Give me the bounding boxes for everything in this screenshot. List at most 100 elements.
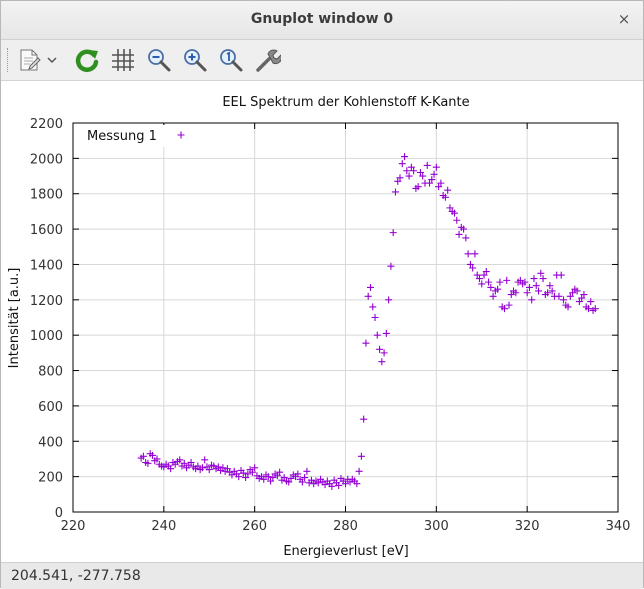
y-tick-label: 2200	[30, 117, 63, 132]
data-point	[219, 464, 227, 472]
data-point	[223, 465, 231, 473]
data-point	[539, 275, 547, 283]
plot-area[interactable]: 220 240 260 280 300 320 340 0 200 400 600 800 1000 12…	[1, 81, 643, 561]
data-point	[584, 305, 592, 313]
data-point	[530, 275, 538, 283]
y-tick-label: 1200	[30, 294, 63, 309]
data-point	[441, 193, 449, 201]
legend-marker-symbol	[177, 131, 185, 139]
legend-label: Messung 1	[87, 129, 157, 144]
data-point	[401, 153, 409, 161]
data-point	[460, 225, 468, 233]
y-tick-label: 1400	[30, 258, 63, 273]
y-tick-label: 1800	[30, 188, 63, 203]
y-tick-label: 200	[38, 471, 63, 486]
x-tick-label: 240	[151, 519, 176, 534]
data-point	[500, 305, 508, 313]
data-point	[342, 480, 349, 488]
data-point	[366, 283, 374, 291]
close-button[interactable]: ×	[617, 10, 631, 28]
data-point	[478, 280, 486, 288]
x-tick-label: 260	[242, 519, 267, 534]
data-point	[473, 271, 481, 279]
toolbar-grip[interactable]	[7, 48, 11, 72]
x-tick-label: 300	[424, 519, 449, 534]
data-point	[451, 209, 458, 217]
x-tick-label: 340	[606, 519, 631, 534]
data-point	[321, 481, 329, 489]
grid-lines	[73, 123, 618, 512]
data-point	[307, 476, 315, 484]
data-point	[396, 174, 404, 182]
data-point	[378, 358, 386, 366]
dropdown-arrow-icon	[47, 57, 57, 64]
data-point	[228, 471, 236, 479]
data-point	[148, 451, 156, 459]
data-point	[482, 268, 490, 276]
y-tick-label: 800	[38, 365, 63, 380]
data-point	[260, 475, 268, 483]
window-title: Gnuplot window 0	[250, 11, 394, 27]
export-button[interactable]	[15, 46, 43, 74]
grid-button[interactable]	[109, 46, 137, 74]
data-point	[242, 474, 250, 482]
data-point	[407, 163, 415, 171]
data-point	[244, 470, 252, 478]
export-dropdown-button[interactable]	[45, 46, 59, 74]
data-point	[453, 216, 461, 224]
chart-title: EEL Spektrum der Kohlenstoff K-Kante	[222, 95, 469, 110]
data-point	[414, 183, 422, 191]
data-point	[544, 289, 552, 297]
data-point	[496, 278, 504, 286]
data-point	[419, 172, 427, 180]
eels-chart[interactable]: 220 240 260 280 300 320 340 0 200 400 600 800 1000 12…	[1, 81, 643, 561]
configure-button[interactable]	[253, 46, 281, 74]
data-point	[280, 474, 288, 482]
data-point	[528, 296, 536, 304]
data-point	[489, 292, 497, 300]
data-point	[391, 188, 399, 196]
data-point	[214, 463, 222, 471]
data-point	[144, 459, 152, 467]
zoom-reset-button[interactable]	[217, 46, 245, 74]
data-point	[410, 167, 418, 175]
legend-marker	[177, 131, 185, 139]
data-point	[532, 282, 540, 290]
data-point	[516, 276, 524, 284]
data-point	[469, 264, 477, 272]
zoom-in-button[interactable]	[181, 46, 209, 74]
data-point	[357, 452, 365, 460]
data-point	[314, 479, 322, 487]
data-point	[444, 186, 452, 194]
data-point	[464, 250, 472, 258]
data-point	[376, 345, 384, 353]
data-point	[273, 472, 281, 480]
zoom-out-icon	[148, 49, 171, 72]
export-icon	[20, 49, 41, 71]
zoom-out-button[interactable]	[145, 46, 173, 74]
data-point	[180, 459, 188, 467]
data-point	[264, 473, 272, 481]
data-point	[575, 298, 583, 306]
data-point	[387, 262, 395, 270]
data-point	[430, 170, 438, 178]
data-point	[398, 160, 406, 168]
data-point	[235, 473, 243, 481]
data-point	[487, 283, 495, 291]
status-bar: 204.541, -277.758	[1, 562, 643, 589]
data-point	[382, 329, 390, 337]
data-point	[475, 275, 483, 283]
data-point	[471, 250, 479, 258]
data-point	[466, 260, 474, 268]
data-point	[564, 303, 572, 311]
data-point	[573, 287, 581, 295]
x-tick-label: 220	[61, 519, 86, 534]
data-point	[555, 292, 563, 300]
data-point	[187, 458, 195, 466]
title-bar[interactable]: Gnuplot window 0 ×	[1, 1, 643, 40]
data-point	[523, 289, 531, 297]
data-point	[503, 276, 511, 284]
data-point	[432, 163, 440, 171]
replot-button[interactable]	[73, 46, 101, 74]
data-point	[557, 271, 565, 279]
